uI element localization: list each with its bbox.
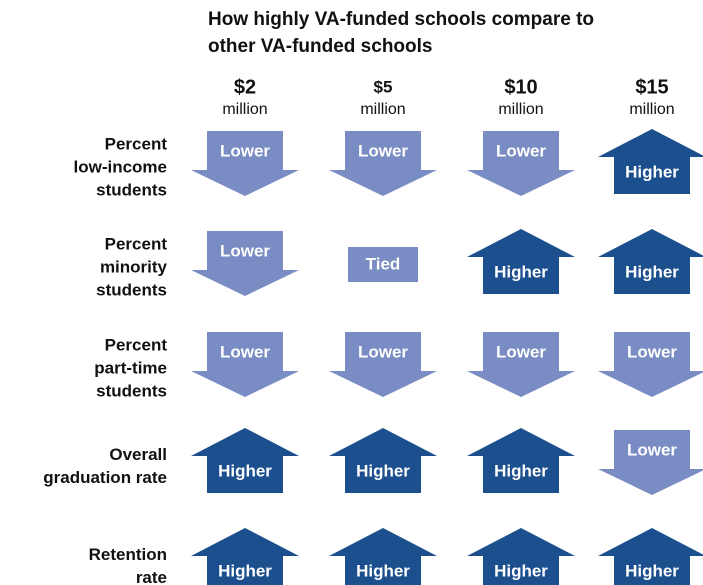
row-label: Overall — [109, 445, 167, 464]
up-arrow — [467, 229, 575, 294]
down-arrow — [191, 231, 299, 296]
column-unit: million — [629, 101, 674, 118]
row-label: students — [96, 381, 167, 400]
down-arrow — [467, 131, 575, 196]
cell-label: Lower — [220, 342, 270, 361]
cell-label: Higher — [625, 162, 679, 181]
column-amount: $10 — [504, 76, 537, 98]
column-amount: $15 — [635, 76, 668, 98]
row-label: low-income — [73, 157, 167, 176]
up-arrow — [191, 428, 299, 493]
cell-label: Lower — [627, 440, 677, 459]
up-arrow — [467, 528, 575, 585]
row-label: Percent — [105, 234, 168, 253]
cell-label: Lower — [358, 141, 408, 160]
down-arrow — [329, 332, 437, 397]
column-amount: $5 — [374, 77, 393, 96]
tied-box — [348, 247, 418, 282]
cell-label: Higher — [494, 262, 548, 281]
cell-label: Higher — [625, 262, 679, 281]
cell-label: Higher — [356, 461, 410, 480]
cell-label: Lower — [496, 342, 546, 361]
title-line: How highly VA-funded schools compare to — [208, 9, 594, 30]
cell-label: Lower — [220, 141, 270, 160]
up-arrow — [329, 528, 437, 585]
up-arrow — [329, 428, 437, 493]
up-arrow — [598, 129, 703, 194]
down-arrow — [191, 131, 299, 196]
column-amount: $2 — [234, 76, 256, 98]
row-label: Percent — [105, 134, 168, 153]
cell-label: Higher — [356, 561, 410, 580]
cell-label: Lower — [627, 342, 677, 361]
up-arrow — [598, 528, 703, 585]
row-label: rate — [136, 568, 167, 585]
row-label: minority — [100, 257, 168, 276]
column-unit: million — [498, 101, 543, 118]
row-label: students — [96, 280, 167, 299]
cell-label: Higher — [625, 561, 679, 580]
cell-label: Lower — [220, 241, 270, 260]
row-label: Retention — [89, 545, 167, 564]
cell-label: Tied — [366, 254, 401, 273]
row-label: graduation rate — [43, 468, 167, 487]
cell-label: Lower — [358, 342, 408, 361]
row-label: students — [96, 180, 167, 199]
down-arrow — [598, 332, 703, 397]
column-unit: million — [360, 101, 405, 118]
cell-label: Lower — [496, 141, 546, 160]
down-arrow — [329, 131, 437, 196]
cell-label: Higher — [218, 461, 272, 480]
row-label: part-time — [94, 358, 167, 377]
column-unit: million — [222, 101, 267, 118]
row-label: Percent — [105, 335, 168, 354]
up-arrow — [598, 229, 703, 294]
cell-label: Higher — [218, 561, 272, 580]
up-arrow — [191, 528, 299, 585]
down-arrow — [191, 332, 299, 397]
down-arrow — [467, 332, 575, 397]
cell-label: Higher — [494, 561, 548, 580]
title-line: other VA-funded schools — [208, 36, 432, 57]
cell-label: Higher — [494, 461, 548, 480]
down-arrow — [598, 430, 703, 495]
up-arrow — [467, 428, 575, 493]
